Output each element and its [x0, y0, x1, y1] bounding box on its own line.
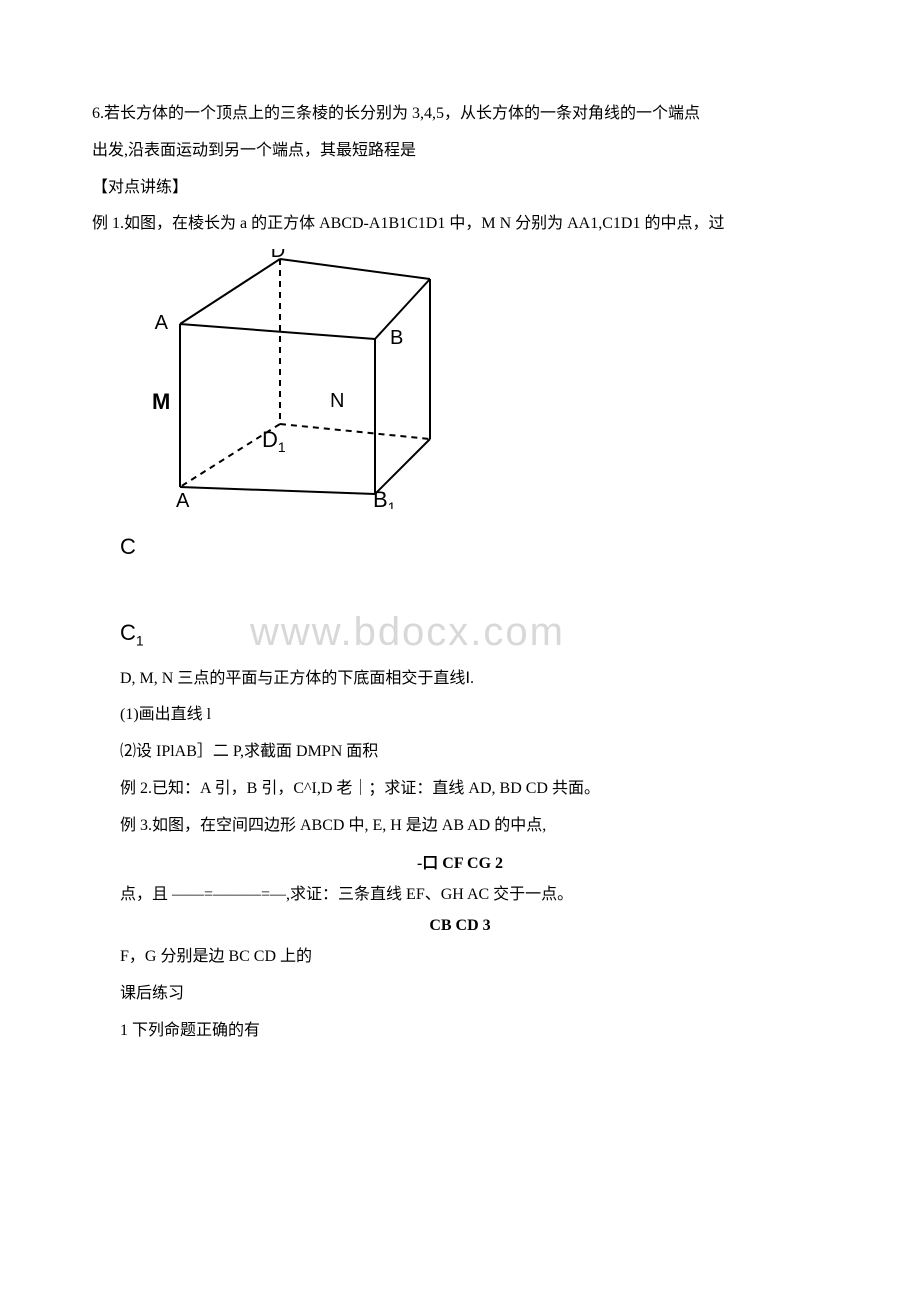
- cube-diagram: D A B M N D1 A B1: [140, 249, 860, 514]
- example-2: 例 2.已知：A 引，B 引，C^I,D 老｜；求证：直线 AD, BD CD …: [120, 775, 860, 804]
- document-content: 6.若长方体的一个顶点上的三条棱的长分别为 3,4,5，从长方体的一条对角线的一…: [60, 100, 860, 1046]
- label-n: N: [330, 390, 344, 412]
- label-a1: A: [176, 490, 190, 509]
- label-b: B: [390, 327, 403, 349]
- paragraph-q1: (1)画出直线 l: [120, 701, 860, 730]
- paragraph-dmn: D, M, N 三点的平面与正方体的下底面相交于直线Ⅰ.: [120, 665, 860, 694]
- paragraph-fg: F，G 分别是边 BC CD 上的: [120, 943, 860, 972]
- section-heading: 【对点讲练】: [60, 174, 860, 203]
- label-c1-standalone: C1: [120, 620, 860, 648]
- example-1: 例 1.如图，在棱长为 a 的正方体 ABCD-A1B1C1D1 中，M N 分…: [60, 210, 860, 239]
- paragraph-q2: ⑵设 IPlAB］二 P,求截面 DMPN 面积: [120, 738, 860, 767]
- label-d: D: [271, 249, 285, 262]
- paragraph-proof: 点，且 ——=———=—,求证：三条直线 EF、GH AC 交于一点。: [120, 881, 860, 910]
- exercise-1: 1 下列命题正确的有: [120, 1017, 860, 1046]
- paragraph-6b: 出发,沿表面运动到另一个端点，其最短路程是: [60, 137, 860, 166]
- heading-exercise: 课后练习: [120, 980, 860, 1009]
- label-c-standalone: C: [120, 534, 860, 560]
- paragraph-6: 6.若长方体的一个顶点上的三条棱的长分别为 3,4,5，从长方体的一条对角线的一…: [60, 100, 860, 129]
- example-3: 例 3.如图，在空间四边形 ABCD 中, E, H 是边 AB AD 的中点,: [120, 812, 860, 841]
- label-m: M: [152, 389, 170, 414]
- center-line-1: -口 CF CG 2: [60, 849, 860, 873]
- center-line-2: CB CD 3: [60, 917, 860, 935]
- label-d1: D1: [262, 427, 286, 455]
- label-b1: B1: [373, 487, 396, 509]
- label-a: A: [155, 312, 169, 334]
